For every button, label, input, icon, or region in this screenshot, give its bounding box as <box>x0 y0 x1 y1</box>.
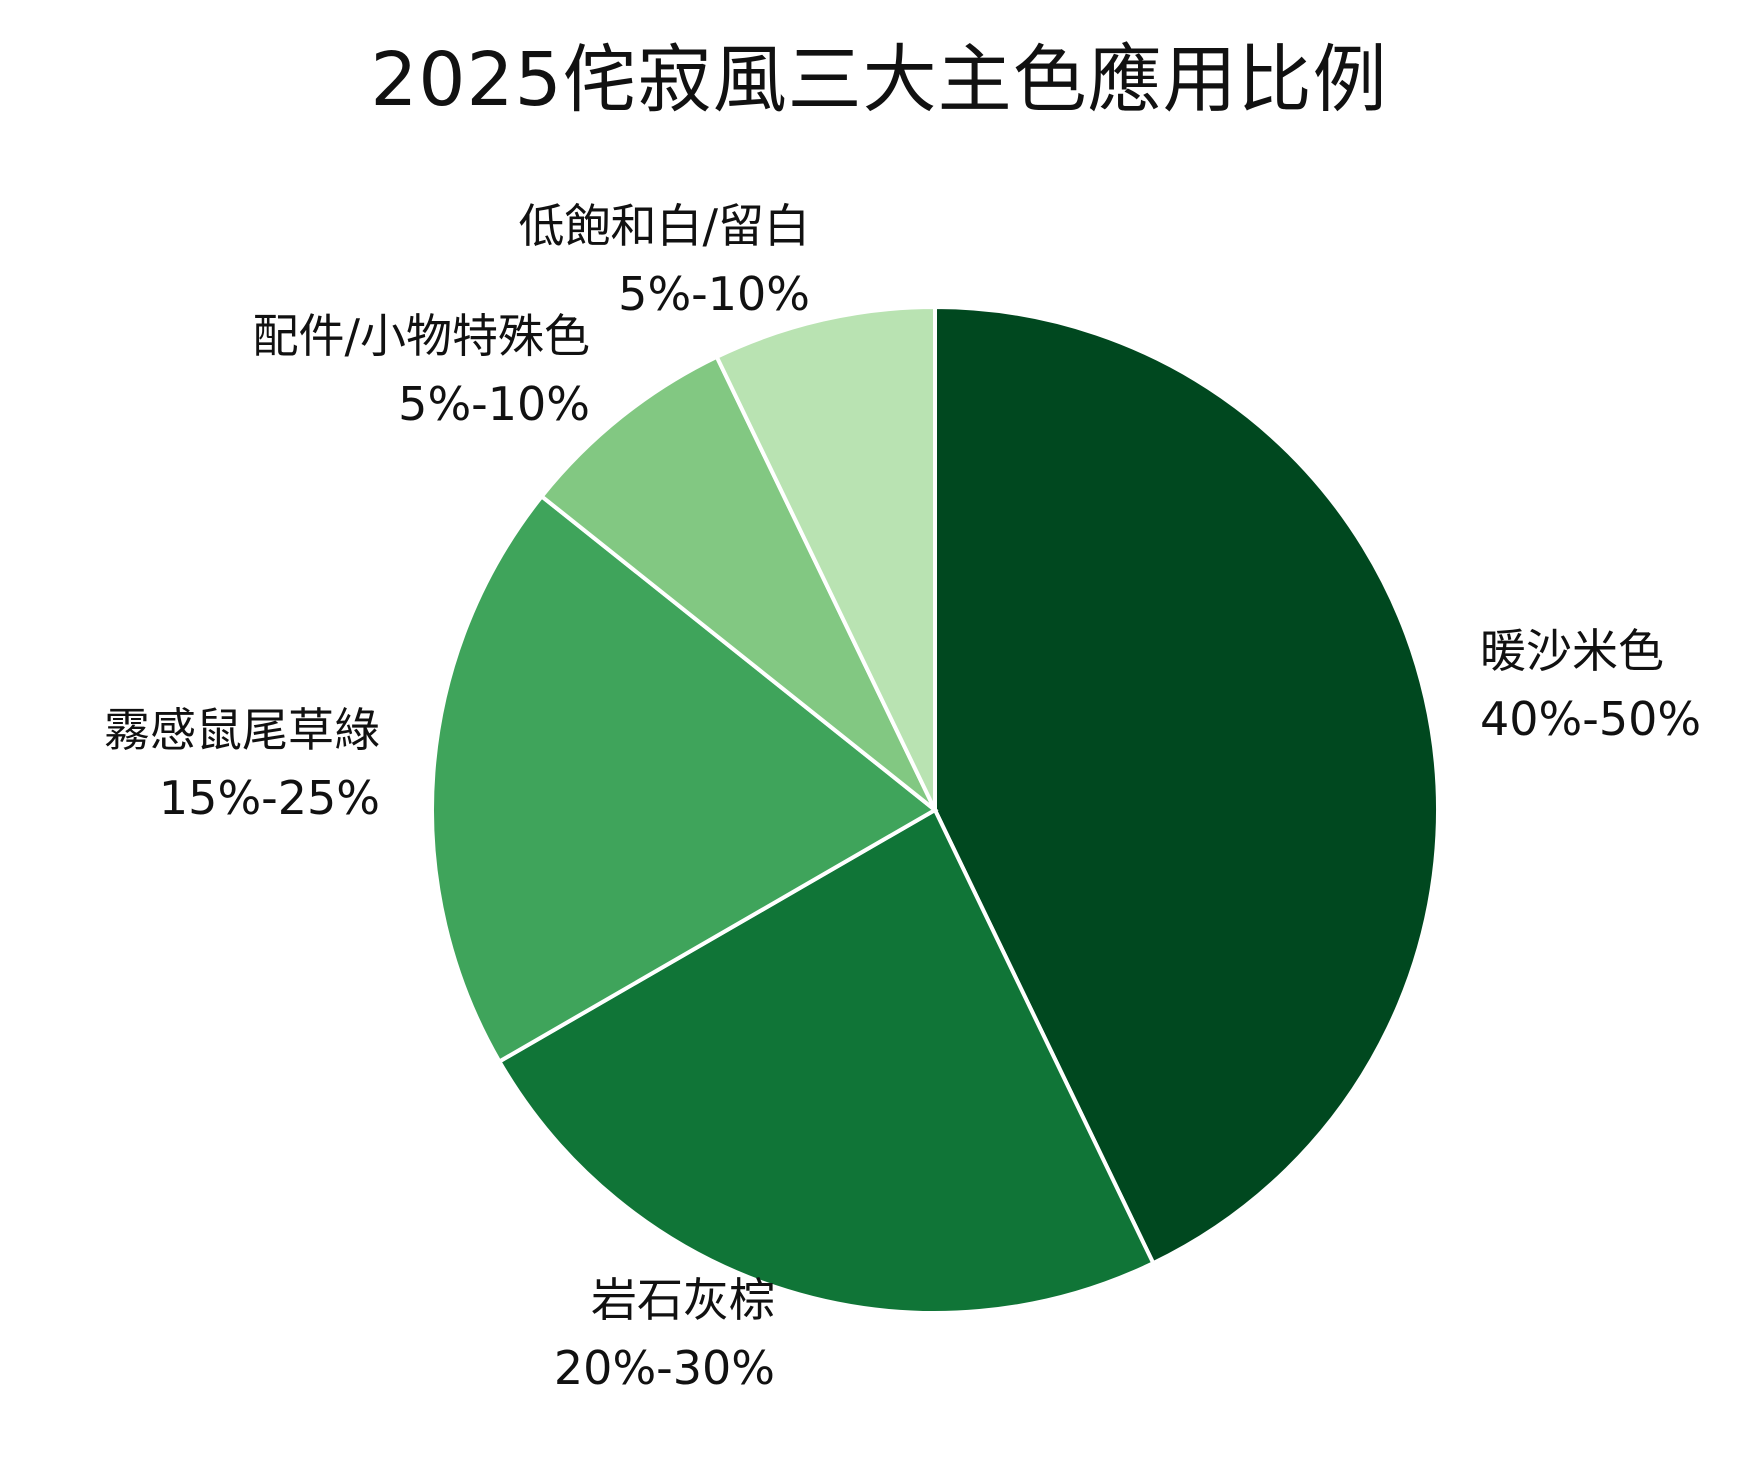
slice-label-range: 5%-10% <box>618 267 810 321</box>
slice-label-accessory-color: 配件/小物特殊色 5%-10% <box>130 302 591 438</box>
pie-slice-0 <box>933 304 1440 1266</box>
pie-slice-2 <box>430 493 939 1065</box>
pie-slice-4 <box>714 304 937 811</box>
slice-label-low-saturation-white: 低飽和白/留白 5%-10% <box>400 192 811 328</box>
slice-label-name: 低飽和白/留白 <box>518 199 811 253</box>
slice-label-name: 暖沙米色 <box>1480 624 1664 678</box>
pie-slice-3 <box>538 354 937 812</box>
slice-label-name: 配件/小物特殊色 <box>252 309 591 363</box>
slice-label-name: 岩石灰棕 <box>591 1273 775 1327</box>
chart-title: 2025侘寂風三大主色應用比例 <box>370 37 1388 123</box>
slice-label-rock-gray: 岩石灰棕 20%-30% <box>510 1266 775 1402</box>
slice-label-range: 5%-10% <box>398 377 590 431</box>
slice-label-range: 40%-50% <box>1480 692 1702 746</box>
slice-label-name: 霧感鼠尾草綠 <box>104 703 380 757</box>
pie-slice-1 <box>496 807 1156 1315</box>
slice-label-sage-green: 霧感鼠尾草綠 15%-25% <box>20 696 380 832</box>
slice-label-warm-sand: 暖沙米色 40%-50% <box>1480 617 1701 753</box>
slice-label-range: 20%-30% <box>553 1341 775 1395</box>
slice-label-range: 15%-25% <box>158 771 380 825</box>
